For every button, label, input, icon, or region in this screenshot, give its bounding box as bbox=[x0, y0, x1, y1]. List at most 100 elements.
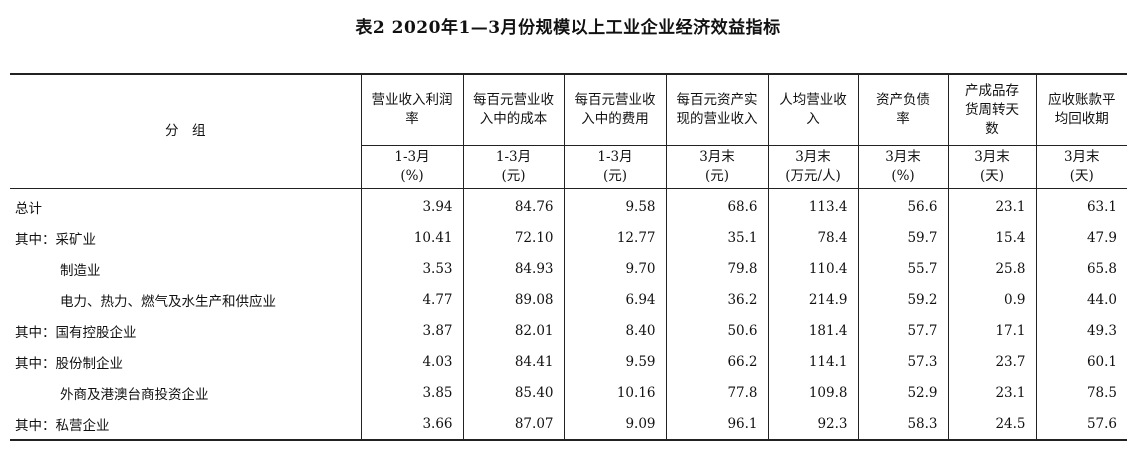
row-label: 电力、热力、燃气及水生产和供应业 bbox=[60, 293, 276, 310]
table-cell: 89.08 bbox=[462, 284, 564, 315]
table-cell: 78.4 bbox=[767, 222, 858, 253]
table-cell: 3.66 bbox=[360, 408, 463, 440]
column-header-name: 产成品存 货周转天数 bbox=[947, 74, 1036, 146]
column-header-name: 每百元资产实 现的营业收入 bbox=[665, 74, 768, 146]
row-label: 总计 bbox=[15, 200, 42, 217]
table-cell: 50.6 bbox=[665, 315, 768, 346]
table-cell: 77.8 bbox=[665, 377, 768, 408]
column-header-name: 应收账款平 均回收期 bbox=[1035, 74, 1127, 146]
table-cell: 6.94 bbox=[563, 284, 666, 315]
table-cell: 181.4 bbox=[767, 315, 858, 346]
row-label: 制造业 bbox=[60, 262, 101, 279]
table-cell: 79.8 bbox=[665, 253, 768, 284]
table-cell: 84.76 bbox=[462, 188, 564, 222]
table-cell: 49.3 bbox=[1035, 315, 1127, 346]
table-cell: 3.94 bbox=[360, 188, 463, 222]
table-cell: 3.53 bbox=[360, 253, 463, 284]
table-cell: 82.01 bbox=[462, 315, 564, 346]
table-cell: 56.6 bbox=[857, 188, 948, 222]
table-cell: 47.9 bbox=[1035, 222, 1127, 253]
table-cell: 87.07 bbox=[462, 408, 564, 440]
row-label: 其中：私营企业 bbox=[15, 417, 110, 434]
table-cell: 23.7 bbox=[947, 346, 1036, 377]
table-cell: 55.7 bbox=[857, 253, 948, 284]
table-cell: 10.16 bbox=[563, 377, 666, 408]
row-label: 其中：股份制企业 bbox=[15, 355, 123, 372]
table-cell: 15.4 bbox=[947, 222, 1036, 253]
table-cell: 114.1 bbox=[767, 346, 858, 377]
table-cell: 68.6 bbox=[665, 188, 768, 222]
table-title: 表2 2020年1—3月份规模以上工业企业经济效益指标 bbox=[355, 18, 781, 38]
column-header-unit: 1-3月 (%) bbox=[360, 145, 463, 189]
table-cell: 10.41 bbox=[360, 222, 463, 253]
column-header-name: 每百元营业收 入中的费用 bbox=[563, 74, 666, 146]
table-cell: 214.9 bbox=[767, 284, 858, 315]
row-label: 其中：国有控股企业 bbox=[15, 324, 137, 341]
table-cell: 65.8 bbox=[1035, 253, 1127, 284]
table-cell: 58.3 bbox=[857, 408, 948, 440]
table-cell: 35.1 bbox=[665, 222, 768, 253]
table-row: 制造业 3.53 84.93 9.70 79.8 110.4 55.7 25.8 65.8 bbox=[10, 253, 1127, 284]
table-cell: 4.77 bbox=[360, 284, 463, 315]
group-column-header: 分 组 bbox=[165, 123, 206, 139]
row-label: 其中：采矿业 bbox=[15, 231, 96, 248]
table-cell: 109.8 bbox=[767, 377, 858, 408]
column-header-name: 营业收入利润率 bbox=[360, 74, 463, 146]
table-cell: 3.87 bbox=[360, 315, 463, 346]
row-label: 外商及港澳台商投资企业 bbox=[60, 386, 209, 403]
table-cell: 84.93 bbox=[462, 253, 564, 284]
table-cell: 57.6 bbox=[1035, 408, 1127, 440]
table-row: 其中：股份制企业 4.03 84.41 9.59 66.2 114.1 57.3 23.7 60… bbox=[10, 346, 1127, 377]
column-header-unit: 3月末 (天) bbox=[1035, 145, 1127, 189]
table-cell: 92.3 bbox=[767, 408, 858, 440]
table-cell: 63.1 bbox=[1035, 188, 1127, 222]
table-cell: 113.4 bbox=[767, 188, 858, 222]
table-cell: 59.2 bbox=[857, 284, 948, 315]
table-cell: 25.8 bbox=[947, 253, 1036, 284]
column-header-name: 资产负债率 bbox=[857, 74, 948, 146]
table-cell: 4.03 bbox=[360, 346, 463, 377]
table-row: 外商及港澳台商投资企业 3.85 85.40 10.16 77.8 109.8 52.9 23… bbox=[10, 377, 1127, 408]
table-cell: 110.4 bbox=[767, 253, 858, 284]
table-cell: 72.10 bbox=[462, 222, 564, 253]
table-cell: 85.40 bbox=[462, 377, 564, 408]
column-header-unit: 3月末 (元) bbox=[665, 145, 768, 189]
table-cell: 9.59 bbox=[563, 346, 666, 377]
table-cell: 96.1 bbox=[665, 408, 768, 440]
table-cell: 17.1 bbox=[947, 315, 1036, 346]
column-header-unit: 1-3月 (元) bbox=[563, 145, 666, 189]
table-cell: 9.70 bbox=[563, 253, 666, 284]
table-cell: 59.7 bbox=[857, 222, 948, 253]
column-header-unit: 3月末 (%) bbox=[857, 145, 948, 189]
table-cell: 24.5 bbox=[947, 408, 1036, 440]
table-cell: 12.77 bbox=[563, 222, 666, 253]
table-row: 其中：国有控股企业 3.87 82.01 8.40 50.6 181.4 57.7 17.1 4… bbox=[10, 315, 1127, 346]
column-header-name: 每百元营业收 入中的成本 bbox=[462, 74, 564, 146]
indicators-table: 分 组 营业收入利润率每百元营业收 入中的成本 每百元营业收 入中的费用 每百元资产实现… bbox=[10, 73, 1127, 441]
table-cell: 9.58 bbox=[563, 188, 666, 222]
table-cell: 57.7 bbox=[857, 315, 948, 346]
table-cell: 9.09 bbox=[563, 408, 666, 440]
column-header-unit: 3月末 (天) bbox=[947, 145, 1036, 189]
table-cell: 23.1 bbox=[947, 377, 1036, 408]
table-cell: 66.2 bbox=[665, 346, 768, 377]
table-cell: 52.9 bbox=[857, 377, 948, 408]
table-row: 电力、热力、燃气及水生产和供应业 4.77 89.08 6.94 36.2 214.9 59… bbox=[10, 284, 1127, 315]
table-cell: 0.9 bbox=[947, 284, 1036, 315]
column-header-name: 人均营业收入 bbox=[767, 74, 858, 146]
table-cell: 3.85 bbox=[360, 377, 463, 408]
table-row: 其中：采矿业 10.41 72.10 12.77 35.1 78.4 59.7 15.4 47.… bbox=[10, 222, 1127, 253]
table-cell: 60.1 bbox=[1035, 346, 1127, 377]
table-row: 其中：私营企业 3.66 87.07 9.09 96.1 92.3 58.3 24.5 57.6 bbox=[10, 408, 1127, 440]
table-cell: 78.5 bbox=[1035, 377, 1127, 408]
table-body: 总计 3.94 84.76 9.58 68.6 113.4 56.6 23.1 63.1 其中：采… bbox=[10, 188, 1127, 440]
table-cell: 84.41 bbox=[462, 346, 564, 377]
table-cell: 36.2 bbox=[665, 284, 768, 315]
column-header-unit: 1-3月 (元) bbox=[462, 145, 564, 189]
table-cell: 44.0 bbox=[1035, 284, 1127, 315]
column-header-unit: 3月末 (万元/人) bbox=[767, 145, 858, 189]
table-cell: 57.3 bbox=[857, 346, 948, 377]
table-cell: 23.1 bbox=[947, 188, 1036, 222]
table-cell: 8.40 bbox=[563, 315, 666, 346]
table-row: 总计 3.94 84.76 9.58 68.6 113.4 56.6 23.1 63.1 bbox=[10, 188, 1127, 222]
